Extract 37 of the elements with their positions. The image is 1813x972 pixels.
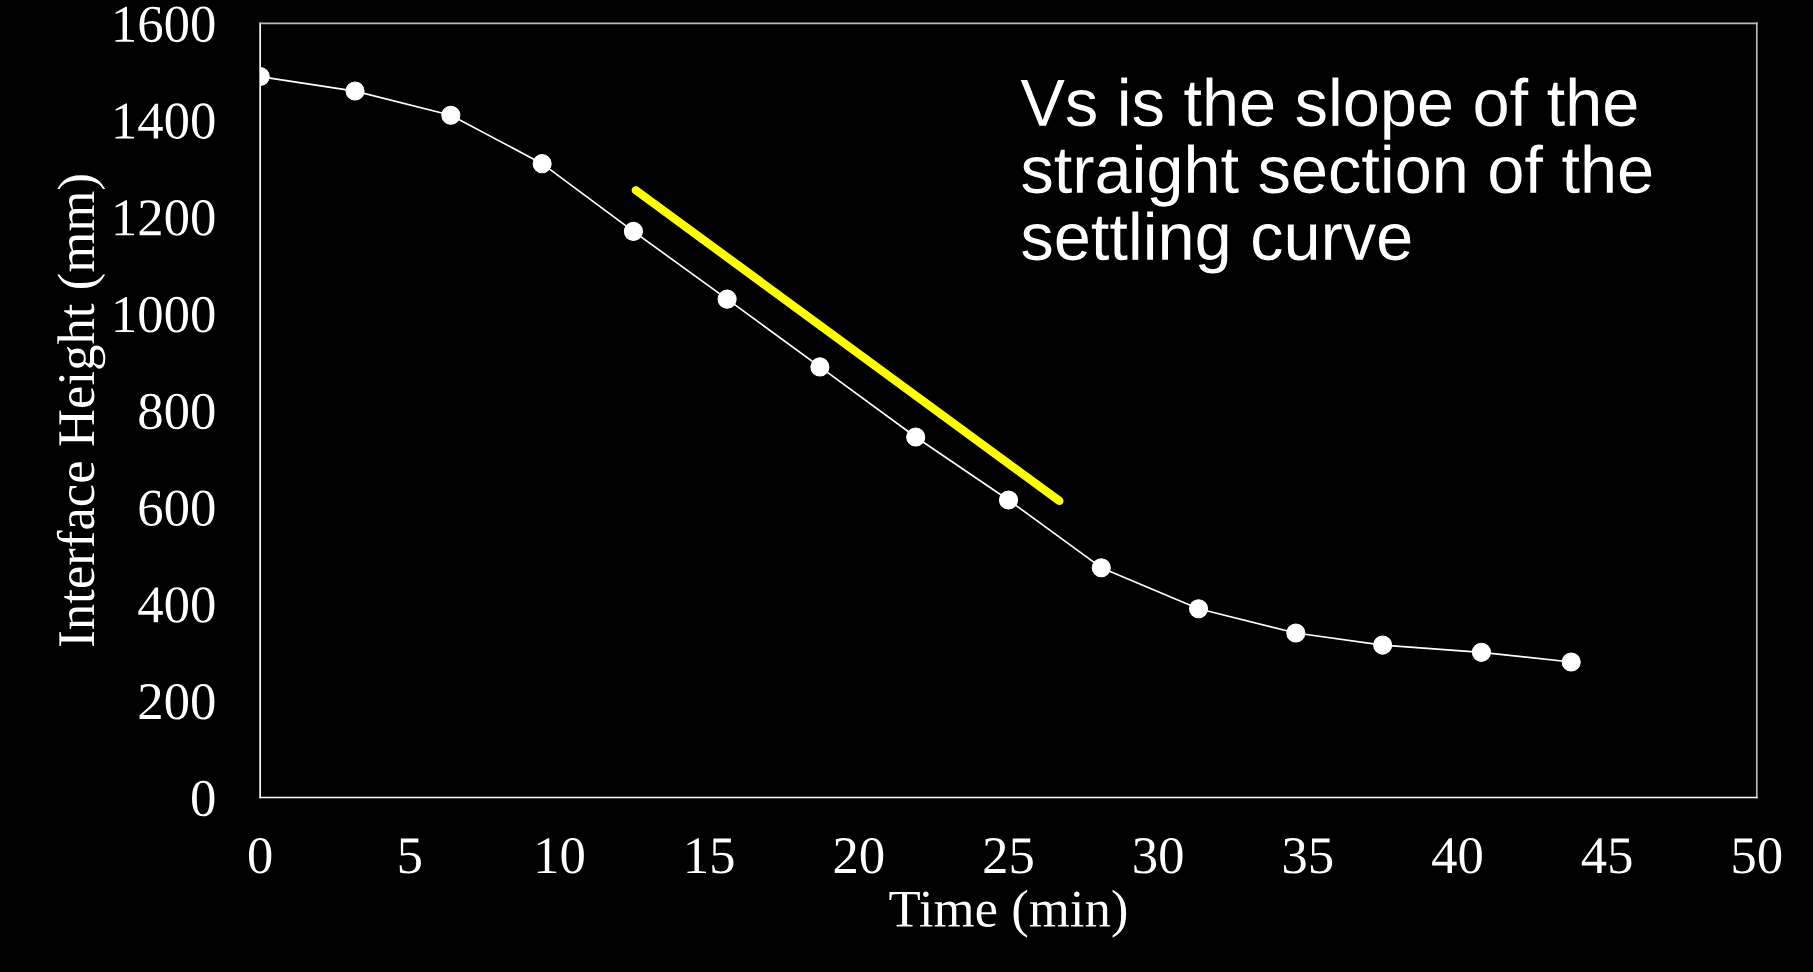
- y-axis-title: Interface Height (mm): [56, 175, 106, 646]
- point: [532, 154, 552, 174]
- point: [1091, 558, 1111, 578]
- annotation: Vs is the slope of the straight section of the settling curve: [1020, 77, 1652, 274]
- point: [623, 221, 643, 241]
- x-tick-label: 15: [687, 838, 734, 874]
- x-tick-label: 40: [1432, 837, 1482, 874]
- point: [1561, 652, 1581, 672]
- y-tick-label: 200: [139, 683, 215, 720]
- x-tick-label: 50: [1733, 837, 1782, 874]
- y-tick-label: 1000: [115, 296, 215, 333]
- y-tick-label: 1200: [115, 200, 215, 236]
- y-tick-label: 400: [138, 587, 215, 623]
- point: [1373, 635, 1393, 655]
- point: [1286, 623, 1306, 643]
- x-tick-label: 30: [1134, 837, 1183, 874]
- point: [998, 490, 1019, 510]
- x-tick-label: 0: [248, 837, 272, 874]
- y-tick-label: 0: [192, 780, 215, 817]
- point: [441, 105, 461, 125]
- x-tick-label: 5: [399, 838, 421, 874]
- y-tick-label: 800: [139, 393, 215, 430]
- point: [1189, 599, 1209, 619]
- y-tick-label: 1400: [115, 103, 215, 139]
- x-tick-label: 35: [1283, 838, 1333, 874]
- point: [906, 427, 926, 447]
- x-tick-label: 20: [834, 837, 884, 874]
- point: [1471, 642, 1491, 662]
- y-tick-label: 1600: [115, 6, 215, 43]
- point: [810, 357, 830, 377]
- point: [345, 81, 365, 101]
- x-tick-label: 25: [984, 838, 1033, 874]
- x-tick-label: 45: [1581, 838, 1632, 874]
- y-tick-label: 600: [139, 490, 215, 527]
- x-tick-label: 10: [537, 837, 584, 874]
- point: [717, 289, 737, 309]
- x-axis-title: Time (min): [889, 889, 1127, 938]
